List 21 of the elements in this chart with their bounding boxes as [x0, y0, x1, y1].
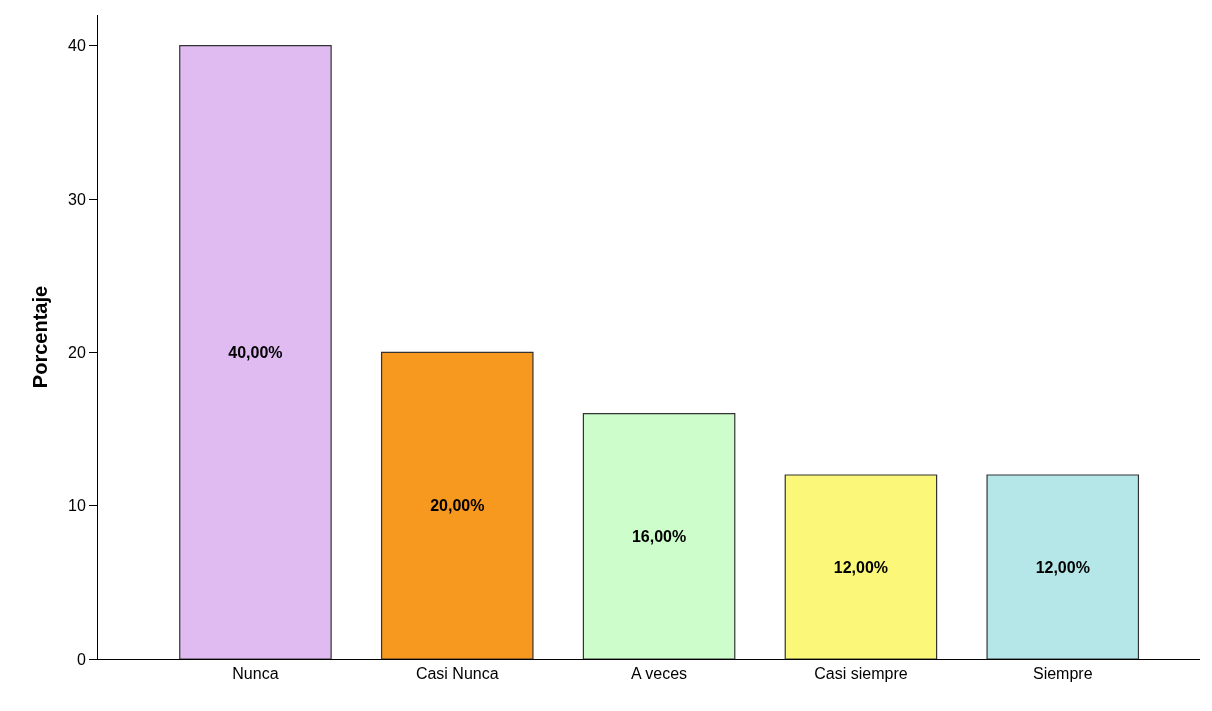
bar — [380, 351, 534, 659]
y-tick-label: 40 — [68, 37, 86, 55]
y-tick-label: 10 — [68, 497, 86, 515]
x-tick-label: Siempre — [1032, 665, 1093, 683]
data-label: 12,00% — [833, 558, 889, 576]
x-tick-label: A veces — [631, 665, 688, 683]
data-label: 16,00% — [631, 527, 687, 545]
y-tick-label: 0 — [76, 650, 86, 668]
bar — [582, 413, 736, 659]
x-tick-label: Casi Nunca — [415, 665, 499, 683]
y-tick-label: 20 — [68, 343, 86, 361]
y-tick-label: 30 — [68, 190, 86, 208]
data-label: 20,00% — [430, 497, 485, 515]
x-tick-label: Nunca — [232, 665, 279, 683]
data-label: 40,00% — [228, 343, 283, 361]
bar — [784, 474, 938, 659]
x-tick-label: Casi siempre — [814, 665, 908, 683]
data-label: 12,00% — [1035, 558, 1090, 576]
bar — [179, 45, 332, 659]
y-axis-title: Porcentaje — [28, 285, 51, 389]
bar — [986, 474, 1140, 659]
